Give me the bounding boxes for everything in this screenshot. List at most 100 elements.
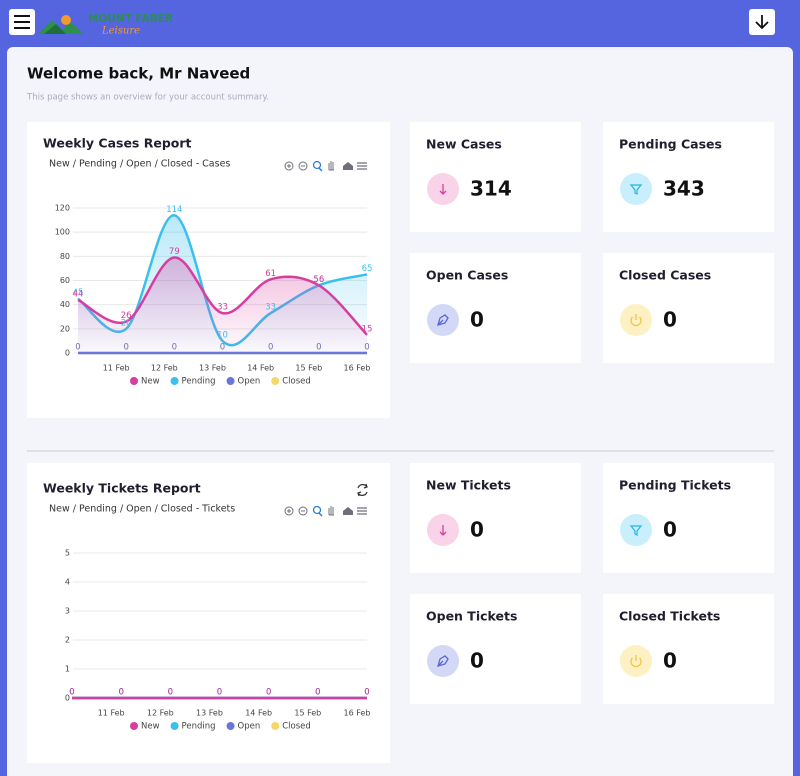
data-label: 56 — [313, 275, 324, 285]
x-tick-label: 12 Feb — [151, 364, 178, 373]
data-label: 0 — [266, 688, 271, 698]
chart-title: Weekly Cases Report — [43, 136, 192, 151]
legend-marker — [170, 722, 179, 730]
data-label: 0 — [217, 688, 222, 698]
y-tick-label: 120 — [55, 204, 70, 213]
x-tick-label: 13 Feb — [199, 364, 226, 373]
welcome-title: Welcome back, Mr Naveed — [27, 65, 250, 83]
data-label: 56 — [313, 275, 324, 285]
zoom-in — [284, 506, 294, 516]
stat-card: Open Cases 0 — [410, 253, 581, 363]
card-value: 0 — [663, 308, 677, 332]
chart-toolbar[interactable] — [284, 160, 367, 172]
card-label: New Tickets — [426, 478, 511, 493]
menu — [357, 162, 367, 170]
data-label: 61 — [265, 269, 276, 279]
data-label: 79 — [169, 247, 180, 257]
legend-marker — [130, 377, 138, 385]
legend-label: Closed — [282, 722, 311, 732]
x-tick-label: 16 Feb — [344, 709, 371, 718]
icon-filter — [629, 184, 643, 195]
y-tick-label: 5 — [65, 549, 70, 558]
data-label: 15 — [362, 324, 373, 334]
x-tick-label: 12 Feb — [147, 709, 174, 718]
y-tick-label: 100 — [55, 228, 70, 237]
chart-card — [27, 122, 390, 418]
data-label: 0 — [217, 688, 222, 698]
menu-button[interactable] — [9, 9, 35, 35]
chart-subtitle: New / Pending / Open / Closed - Cases — [49, 159, 230, 170]
data-label: 0 — [364, 688, 369, 698]
data-label: 0 — [364, 343, 369, 353]
data-label: 0 — [220, 343, 225, 353]
data-label: 0 — [364, 688, 369, 698]
icon-filter — [629, 525, 643, 536]
zoom-in — [284, 161, 294, 171]
zoom-in — [287, 164, 291, 168]
y-tick-label: 4 — [65, 578, 70, 587]
stat-card: Open Tickets 0 — [410, 594, 581, 704]
data-label: 0 — [123, 343, 128, 353]
data-label: 0 — [266, 688, 271, 698]
data-label: 0 — [168, 688, 173, 698]
stat-card: Pending Cases 343 — [603, 122, 774, 232]
data-label: 10 — [217, 330, 228, 340]
data-label: 0 — [268, 343, 273, 353]
refresh-icon[interactable] — [357, 483, 368, 497]
chart-toolbar[interactable] — [284, 505, 367, 517]
legend-label: Open — [238, 722, 261, 732]
data-label: 26 — [121, 311, 132, 321]
chart-title: Weekly Tickets Report — [43, 481, 201, 496]
legend-label: Pending — [182, 722, 216, 732]
pan — [328, 506, 334, 516]
card-value: 0 — [663, 518, 677, 542]
data-label: 0 — [118, 688, 123, 698]
x-tick-label: 15 Feb — [295, 364, 322, 373]
download-button[interactable] — [749, 9, 775, 35]
icon-pen — [437, 314, 449, 326]
home — [343, 162, 353, 170]
legend-marker — [226, 722, 235, 730]
stat-card: Closed Tickets 0 — [603, 594, 774, 704]
data-label: 44 — [73, 289, 84, 299]
chart-subtitle: New / Pending / Open / Closed - Tickets — [49, 504, 235, 515]
icon-power — [630, 314, 642, 327]
data-label: 0 — [315, 688, 320, 698]
card-label: Closed Cases — [619, 268, 711, 283]
data-label: 0 — [364, 688, 369, 698]
x-tick-label: 11 Feb — [98, 709, 125, 718]
card-label: Open Cases — [426, 268, 508, 283]
card-label: New Cases — [426, 137, 502, 152]
data-label: 0 — [69, 688, 74, 698]
stat-card: New Tickets 0 — [410, 463, 581, 573]
icon-arrow — [439, 184, 447, 195]
data-label: 0 — [69, 688, 74, 698]
data-label: 0 — [168, 688, 173, 698]
card-label: Pending Cases — [619, 137, 722, 152]
data-label: 0 — [69, 688, 74, 698]
x-tick-label: 11 Feb — [103, 364, 130, 373]
legend-label: Pending — [182, 377, 216, 387]
y-tick-label: 0 — [65, 694, 70, 703]
data-label: 0 — [220, 343, 225, 353]
x-tick-label: 13 Feb — [196, 709, 223, 718]
card-value: 0 — [470, 308, 484, 332]
data-label: 0 — [118, 688, 123, 698]
data-label: 0 — [217, 688, 222, 698]
legend-marker — [271, 377, 280, 385]
data-label: 0 — [315, 688, 320, 698]
x-tick-label: 16 Feb — [344, 364, 371, 373]
y-tick-label: 60 — [60, 276, 70, 285]
card-value: 0 — [663, 649, 677, 673]
data-label: 0 — [172, 343, 177, 353]
zoom-out — [298, 506, 308, 516]
icon-arrow — [439, 525, 447, 536]
welcome-subtitle: This page shows an overview for your acc… — [26, 93, 269, 103]
zoom — [318, 167, 323, 172]
top-bar — [0, 0, 800, 46]
card-value: 0 — [470, 649, 484, 673]
x-tick-label: 14 Feb — [247, 364, 274, 373]
icon-pen — [437, 655, 449, 667]
legend-label: Closed — [282, 377, 311, 387]
